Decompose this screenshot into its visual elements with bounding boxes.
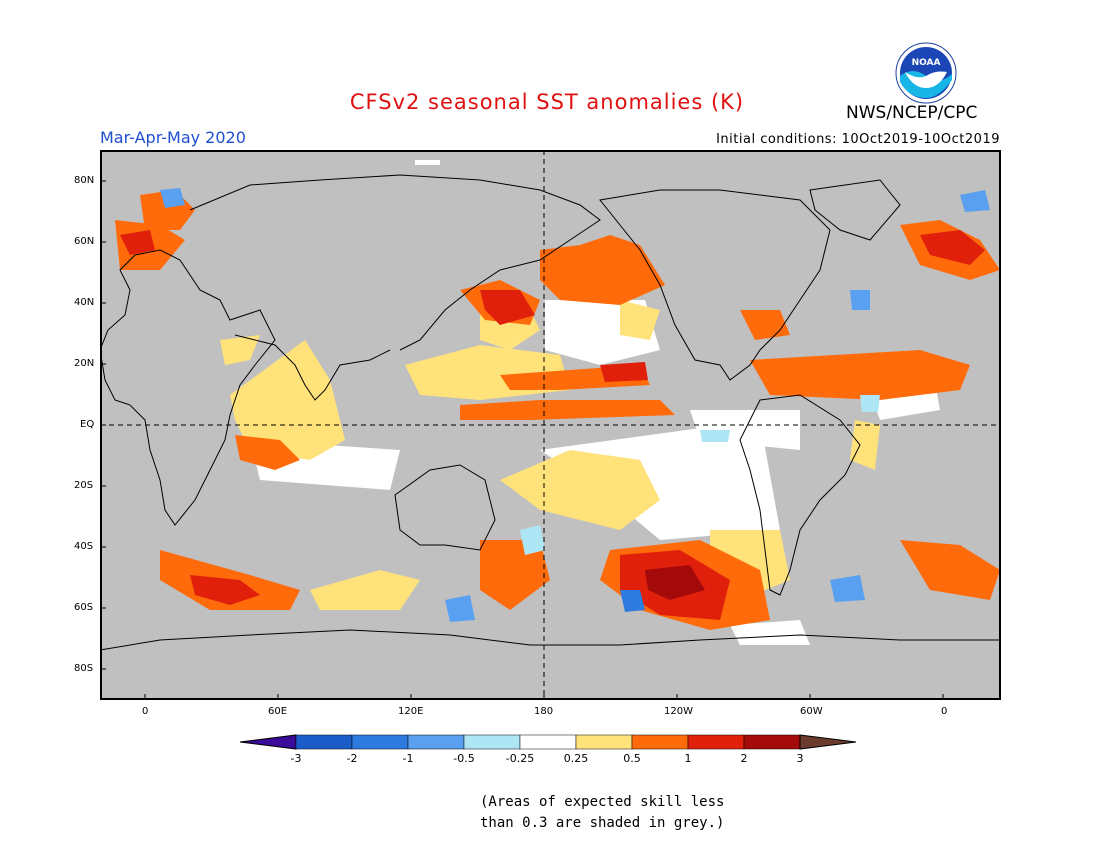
- lat-label: 20N: [74, 358, 95, 369]
- colorbar-tick-label: -0.25: [505, 752, 535, 765]
- colorbar: [240, 734, 857, 750]
- colorbar-cell: [575, 734, 633, 750]
- colorbar-tick-label: 3: [796, 752, 804, 765]
- initial-conditions: Initial conditions: 10Oct2019-10Oct2019: [716, 132, 1000, 147]
- colorbar-cell: [519, 734, 577, 750]
- colorbar-low-arrow: [240, 734, 297, 750]
- noaa-logo: NOAA: [895, 42, 957, 104]
- forecast-period: Mar-Apr-May 2020: [100, 128, 246, 147]
- lat-label: 80N: [74, 175, 95, 186]
- colorbar-cell: [631, 734, 689, 750]
- colorbar-tick-label: -3: [290, 752, 302, 765]
- lat-label: 40S: [74, 541, 94, 552]
- colorbar-tick-label: 0.5: [623, 752, 641, 765]
- lat-label: 60S: [74, 602, 94, 613]
- colorbar-tick-label: 0.25: [563, 752, 589, 765]
- lat-label: 60N: [74, 236, 95, 247]
- colorbar-cell: [351, 734, 409, 750]
- colorbar-cell: [687, 734, 745, 750]
- axis-ticks: [100, 180, 944, 700]
- colorbar-tick-label: -1: [402, 752, 414, 765]
- lat-label: 80S: [74, 663, 94, 674]
- anomaly-shading: [115, 188, 1000, 645]
- sst-anomaly-map: [100, 150, 1001, 700]
- colorbar-cell: [743, 734, 801, 750]
- skill-note-line2: than 0.3 are shaded in grey.): [480, 815, 725, 831]
- coastlines: [100, 174, 1001, 651]
- lat-label: 20S: [74, 480, 94, 491]
- agency-label: NWS/NCEP/CPC: [846, 103, 978, 123]
- lon-label: 0: [941, 706, 948, 717]
- lon-label: 120W: [664, 706, 693, 717]
- noaa-logo-text: NOAA: [912, 58, 941, 68]
- lon-label: 180: [534, 706, 554, 717]
- colorbar-tick-label: 2: [740, 752, 748, 765]
- colorbar-cell: [463, 734, 521, 750]
- lat-label: 40N: [74, 297, 95, 308]
- lon-label: 0: [142, 706, 149, 717]
- lon-label: 60W: [800, 706, 823, 717]
- colorbar-tick-label: 1: [684, 752, 692, 765]
- colorbar-tick-label: -0.5: [453, 752, 475, 765]
- colorbar-cell: [295, 734, 353, 750]
- colorbar-high-arrow: [799, 734, 857, 750]
- lon-label: 60E: [268, 706, 288, 717]
- lon-label: 120E: [398, 706, 424, 717]
- skill-note: (Areas of expected skill less than 0.3 a…: [480, 792, 724, 834]
- chart-title: CFSv2 seasonal SST anomalies (K): [349, 90, 745, 114]
- lat-label: EQ: [80, 419, 95, 430]
- colorbar-tick-label: -2: [346, 752, 358, 765]
- colorbar-cell: [407, 734, 465, 750]
- skill-note-line1: (Areas of expected skill less: [480, 794, 725, 810]
